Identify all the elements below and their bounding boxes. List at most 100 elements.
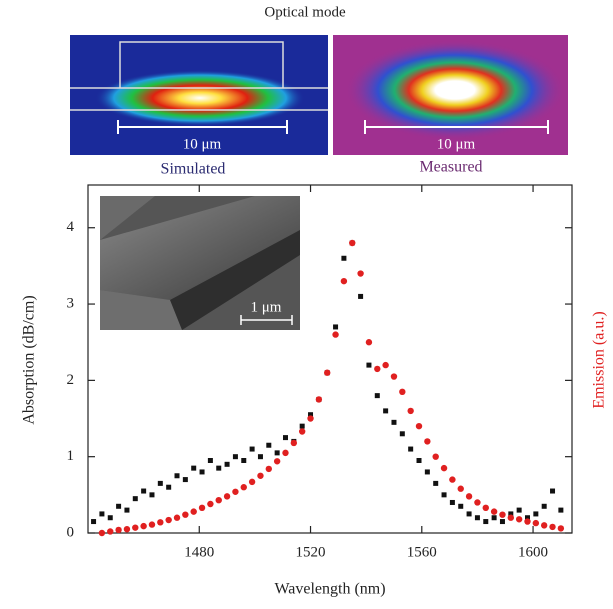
absorption-point	[232, 454, 238, 460]
y-tick-label: 4	[67, 219, 75, 235]
emission-point	[240, 484, 247, 491]
emission-point	[290, 439, 298, 447]
emission-point	[457, 485, 464, 492]
absorption-point	[191, 465, 197, 471]
absorption-point	[358, 293, 364, 299]
absorption-point	[474, 515, 480, 521]
emission-point	[282, 449, 289, 457]
absorption-point	[107, 515, 113, 521]
emission-point	[365, 339, 373, 346]
absorption-point	[508, 511, 514, 517]
absorption-point	[516, 507, 522, 513]
emission-point	[248, 478, 256, 486]
absorption-point	[383, 408, 389, 414]
emission-point	[215, 496, 222, 504]
absorption-point	[174, 473, 180, 479]
emission-point	[165, 516, 172, 524]
y-tick-label: 0	[67, 524, 75, 540]
absorption-point	[257, 454, 263, 460]
sem-inset	[100, 196, 300, 330]
absorption-point	[483, 519, 489, 525]
emission-point	[107, 528, 114, 535]
x-axis-label: Wavelength (nm)	[274, 581, 385, 598]
absorption-point	[341, 255, 347, 261]
emission-point	[182, 511, 189, 518]
emission-point	[499, 511, 506, 518]
emission-point	[324, 369, 331, 376]
absorption-point	[524, 515, 530, 521]
absorption-point	[166, 484, 172, 490]
absorption-point	[157, 480, 163, 486]
emission-point	[340, 277, 348, 285]
absorption-point	[499, 519, 505, 525]
emission-point	[257, 472, 264, 479]
x-tick-label: 1600	[518, 544, 548, 560]
emission-point	[190, 508, 197, 515]
emission-point	[524, 518, 531, 525]
y2-axis-label: Emission (a.u.)	[591, 311, 608, 408]
absorption-point	[550, 488, 556, 494]
absorption-point	[274, 450, 280, 456]
absorption-point	[541, 503, 547, 509]
absorption-point	[282, 435, 288, 441]
absorption-point	[433, 480, 439, 486]
x-tick-label: 1560	[407, 544, 437, 560]
absorption-point	[241, 458, 247, 463]
emission-point	[349, 239, 356, 247]
emission-point	[407, 407, 414, 415]
absorption-point	[216, 465, 222, 471]
absorption-point	[132, 496, 138, 502]
absorption-point	[141, 488, 147, 494]
emission-point	[532, 519, 540, 527]
absorption-point	[199, 469, 205, 475]
absorption-point	[266, 442, 272, 448]
emission-point	[115, 526, 122, 534]
absorption-point	[149, 492, 155, 498]
emission-point	[223, 493, 231, 500]
absorption-point	[408, 446, 414, 452]
emission-point	[198, 504, 206, 512]
emission-point	[557, 525, 565, 532]
plot: 1480 1520 1560 1600 0 1 2 3 4	[67, 185, 572, 560]
emission-point	[98, 529, 106, 537]
absorption-point	[458, 503, 464, 509]
emission-point	[265, 465, 273, 473]
emission-point	[232, 488, 239, 495]
emission-point	[382, 361, 389, 369]
absorption-point	[366, 362, 372, 368]
emission-point	[549, 523, 556, 531]
absorption-point	[491, 515, 497, 521]
absorption-point	[207, 458, 213, 463]
emission-point	[432, 453, 439, 460]
emission-point	[449, 476, 456, 483]
absorption-point	[374, 393, 380, 399]
y-axis-label: Absorption (dB/cm)	[21, 295, 38, 424]
absorption-point	[182, 477, 188, 483]
emission-point	[490, 508, 498, 515]
absorption-point	[91, 519, 97, 525]
emission-point	[474, 499, 481, 506]
emission-point	[140, 522, 147, 530]
absorption-point	[533, 511, 539, 517]
absorption-point	[449, 499, 455, 505]
absorption-point	[441, 492, 447, 498]
y-tick-label: 1	[67, 448, 75, 464]
absorption-point	[466, 511, 472, 517]
emission-point	[332, 331, 339, 338]
y-tick-label: 3	[67, 295, 75, 311]
emission-point	[132, 524, 139, 531]
emission-point	[482, 504, 489, 512]
scale-label: 10 μm	[437, 136, 476, 152]
emission-point	[148, 521, 156, 528]
emission-point	[173, 514, 181, 521]
scale-label: 10 μm	[183, 136, 222, 152]
absorption-point	[333, 324, 339, 330]
absorption-point	[399, 431, 405, 437]
emission-point	[390, 373, 398, 380]
emission-point	[307, 415, 314, 422]
absorption-point	[558, 507, 564, 513]
x-tick-label: 1520	[296, 544, 326, 560]
emission-point	[273, 458, 281, 465]
emission-point	[440, 464, 448, 472]
